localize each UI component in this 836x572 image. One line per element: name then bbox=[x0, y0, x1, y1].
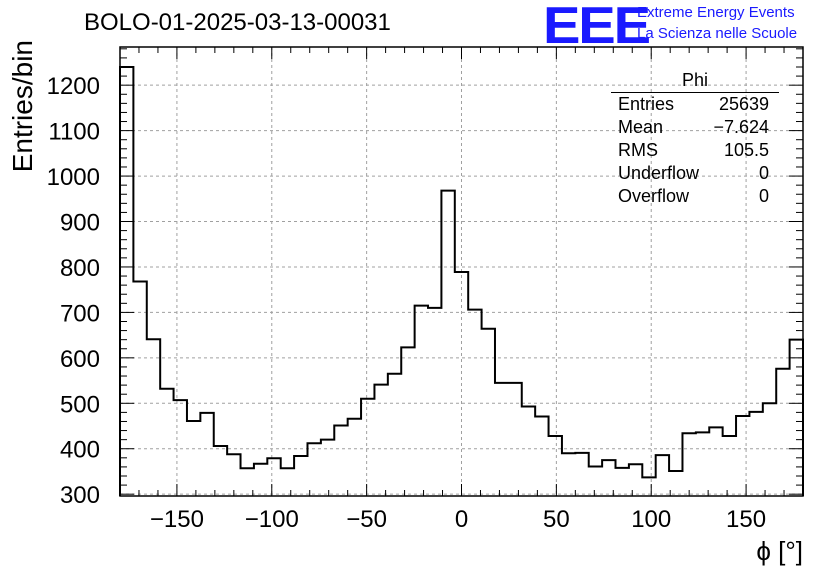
y-tick-label: 500 bbox=[60, 391, 100, 418]
stats-label: RMS bbox=[618, 140, 658, 160]
brand-line-1: Extreme Energy Events bbox=[637, 4, 795, 21]
x-tick-label: −50 bbox=[346, 506, 387, 533]
plot-frame bbox=[119, 46, 804, 497]
stats-label: Overflow bbox=[618, 186, 690, 206]
stats-value: 0 bbox=[758, 186, 769, 206]
stats-label: Mean bbox=[618, 117, 664, 137]
y-tick-label: 700 bbox=[60, 300, 100, 327]
x-tick-label: 0 bbox=[455, 506, 468, 533]
stats-box-title: Phi bbox=[611, 70, 779, 93]
y-tick-label: 1000 bbox=[47, 164, 100, 191]
y-tick-label: 900 bbox=[60, 210, 100, 237]
stats-row-underflow: Underflow 0 bbox=[611, 162, 779, 185]
stats-value: 105.5 bbox=[723, 140, 769, 160]
stats-label: Underflow bbox=[618, 163, 700, 183]
chart-title: BOLO-01-2025-03-13-00031 bbox=[84, 9, 391, 36]
stats-value: −7.624 bbox=[713, 117, 769, 137]
stats-value: 25639 bbox=[718, 94, 769, 114]
y-tick-label: 600 bbox=[60, 346, 100, 373]
histogram-line bbox=[119, 66, 804, 496]
x-tick-label: 100 bbox=[631, 506, 671, 533]
x-axis-label: ϕ [°] bbox=[756, 536, 803, 566]
x-tick-label: −100 bbox=[245, 506, 299, 533]
eee-logo: EEE bbox=[543, 0, 651, 55]
y-tick-label: 300 bbox=[60, 482, 100, 509]
y-tick-label: 1200 bbox=[47, 73, 100, 100]
stats-value: 0 bbox=[758, 163, 769, 183]
brand-line-2: La Scienza nelle Scuole bbox=[637, 25, 798, 42]
stats-row-mean: Mean −7.624 bbox=[611, 116, 779, 139]
stats-row-rms: RMS 105.5 bbox=[611, 139, 779, 162]
stats-label: Entries bbox=[618, 94, 675, 114]
x-tick-label: 50 bbox=[543, 506, 570, 533]
x-tick-label: −150 bbox=[150, 506, 204, 533]
y-tick-label: 1100 bbox=[48, 119, 100, 146]
stats-box: Phi Entries 25639 Mean −7.624 RMS 105.5 … bbox=[611, 70, 779, 208]
y-axis-label: Entries/bin bbox=[7, 40, 38, 172]
stats-row-overflow: Overflow 0 bbox=[611, 185, 779, 208]
y-tick-label: 800 bbox=[60, 255, 100, 282]
x-tick-label: 150 bbox=[726, 506, 766, 533]
stats-row-entries: Entries 25639 bbox=[611, 93, 779, 116]
y-tick-label: 400 bbox=[60, 437, 100, 464]
